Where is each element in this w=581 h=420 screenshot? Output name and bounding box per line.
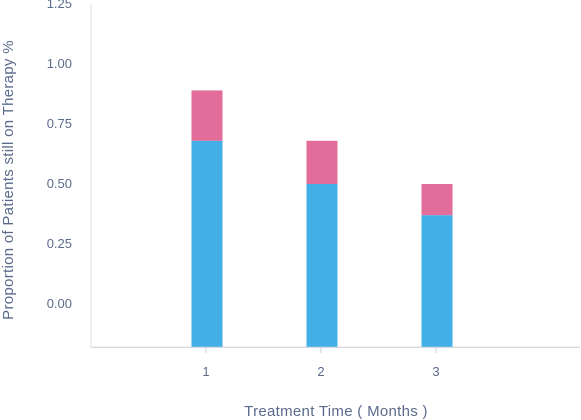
bar-segment-2-cat-2	[306, 140, 338, 184]
bars	[191, 90, 453, 348]
y-tick-label: 0.00	[47, 296, 72, 311]
bar-segment-1-cat-3	[421, 215, 453, 348]
x-tick-label: 1	[202, 364, 209, 379]
y-tick-label: 1.25	[47, 0, 72, 11]
y-axis-title: Proportion of Patients still on Therapy …	[0, 40, 17, 320]
bar-segment-2-cat-3	[421, 184, 453, 216]
x-tick-label: 3	[432, 364, 439, 379]
x-axis-ticks: 1 2 3	[202, 347, 440, 379]
x-tick-label: 2	[317, 364, 324, 379]
y-axis-ticks: 0.00 0.25 0.50 0.75 1.00 1.25	[47, 0, 72, 311]
x-axis-title: Treatment Time ( Months )	[244, 403, 428, 420]
y-tick-label: 0.75	[47, 116, 72, 131]
y-tick-label: 0.50	[47, 176, 72, 191]
y-tick-label: 1.00	[47, 56, 72, 71]
bar-segment-2-cat-1	[191, 90, 223, 141]
bar-segment-1-cat-1	[191, 140, 223, 348]
y-tick-label: 0.25	[47, 236, 72, 251]
bar-segment-1-cat-2	[306, 184, 338, 348]
